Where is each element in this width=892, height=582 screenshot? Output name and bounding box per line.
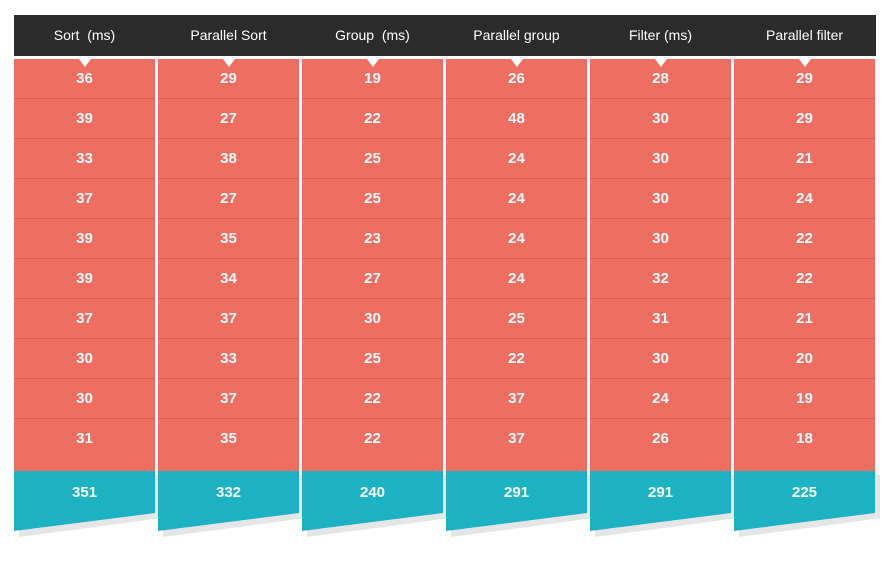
table-cell: 22 [302, 99, 443, 139]
column-body-parallel-filter: 29 29 21 24 22 22 21 20 19 18 [734, 59, 875, 471]
table-cell: 24 [446, 139, 587, 179]
table-cell: 38 [158, 139, 299, 179]
table-cell: 21 [734, 299, 875, 339]
table-cell: 48 [446, 99, 587, 139]
table-cell: 30 [590, 139, 731, 179]
table-cell: 27 [158, 99, 299, 139]
column-sort: Sort (ms) 36 39 33 37 39 39 37 30 30 31 351 [14, 15, 160, 537]
table-cell: 18 [796, 430, 813, 447]
table-cell: 37 [446, 379, 587, 419]
column-group: Group (ms) 19 22 25 25 23 27 30 25 22 22 240 [302, 15, 448, 537]
table-cell: 37 [158, 379, 299, 419]
column-filter: Filter (ms) 28 30 30 30 30 32 31 30 24 26 291 [590, 15, 736, 537]
column-body-group: 19 22 25 25 23 27 30 25 22 22 [302, 59, 443, 471]
table-cell: 31 [590, 299, 731, 339]
table-cell: 19 [302, 59, 443, 99]
table-cell: 30 [590, 179, 731, 219]
column-header-group: Group (ms) [335, 27, 410, 43]
table-cell: 25 [446, 299, 587, 339]
column-header-sort: Sort (ms) [53, 27, 116, 43]
table-cell: 19 [734, 379, 875, 419]
table-cell: 30 [14, 379, 155, 419]
table-cell: 35 [158, 219, 299, 259]
table-cell: 27 [158, 179, 299, 219]
table-cell: 39 [14, 259, 155, 299]
table-cell: 29 [734, 99, 875, 139]
table-cell: 22 [446, 339, 587, 379]
table-cell: 22 [302, 379, 443, 419]
total-ribbon-sort: 351 [14, 471, 160, 541]
table-cell: 22 [734, 219, 875, 259]
table-cell: 20 [734, 339, 875, 379]
caret-down-icon [510, 59, 523, 67]
column-total-group: 240 [302, 471, 443, 531]
table-cell: 30 [14, 339, 155, 379]
table-cell: 34 [158, 259, 299, 299]
column-header-parallel-filter: Parallel filter [765, 27, 844, 43]
table-cell: 26 [446, 59, 587, 99]
column-parallel-filter: Parallel filter 29 29 21 24 22 22 21 20 19 18 225 [734, 15, 880, 537]
table-cell: 25 [302, 339, 443, 379]
table-cell: 37 [14, 299, 155, 339]
column-body-sort: 36 39 33 37 39 39 37 30 30 31 [14, 59, 155, 471]
table-cell: 25 [302, 179, 443, 219]
column-header-parallel-sort: Parallel Sort [190, 27, 267, 43]
table-cell: 23 [302, 219, 443, 259]
table-cell: 29 [158, 59, 299, 99]
total-ribbon-parallel-filter: 225 [734, 471, 880, 541]
table-cell: 26 [652, 430, 669, 447]
column-parallel-sort: Parallel Sort 29 27 38 27 35 34 37 33 37 35 332 [158, 15, 304, 537]
table-header-bar [14, 15, 876, 56]
column-header-parallel-group: Parallel group [473, 27, 560, 43]
table-cell: 22 [734, 259, 875, 299]
table-cell: 31 [76, 430, 93, 447]
table-cell: 39 [14, 99, 155, 139]
table-cell: 33 [158, 339, 299, 379]
table-cell: 30 [590, 339, 731, 379]
caret-down-icon [366, 59, 379, 67]
column-body-parallel-group: 26 48 24 24 24 24 25 22 37 37 [446, 59, 587, 471]
table-cell: 37 [158, 299, 299, 339]
table-cell: 32 [590, 259, 731, 299]
table-cell: 29 [734, 59, 875, 99]
total-ribbon-group: 240 [302, 471, 448, 541]
total-ribbon-parallel-sort: 332 [158, 471, 304, 541]
table-cell: 35 [220, 430, 237, 447]
table-cell: 30 [590, 99, 731, 139]
caret-down-icon [798, 59, 811, 67]
table-cell: 22 [364, 430, 381, 447]
table-cell: 30 [302, 299, 443, 339]
column-total-filter: 291 [590, 471, 731, 531]
column-body-parallel-sort: 29 27 38 27 35 34 37 33 37 35 [158, 59, 299, 471]
table-cell: 33 [14, 139, 155, 179]
column-total-parallel-filter: 225 [734, 471, 875, 531]
total-ribbon-parallel-group: 291 [446, 471, 592, 541]
caret-down-icon [222, 59, 235, 67]
table-cell: 37 [508, 430, 525, 447]
column-header-filter: Filter (ms) [629, 27, 692, 43]
column-total-parallel-group: 291 [446, 471, 587, 531]
table-cell: 25 [302, 139, 443, 179]
total-ribbon-filter: 291 [590, 471, 736, 541]
table-cell: 28 [590, 59, 731, 99]
table-cell: 24 [590, 379, 731, 419]
table-cell: 27 [302, 259, 443, 299]
column-total-sort: 351 [14, 471, 155, 531]
table-cell: 24 [446, 179, 587, 219]
table-cell: 39 [14, 219, 155, 259]
table-cell: 24 [446, 219, 587, 259]
table-cell: 30 [590, 219, 731, 259]
caret-down-icon [654, 59, 667, 67]
table-cell: 24 [446, 259, 587, 299]
column-total-parallel-sort: 332 [158, 471, 299, 531]
table-cell: 21 [734, 139, 875, 179]
table-cell: 37 [14, 179, 155, 219]
table-cell: 36 [14, 59, 155, 99]
column-body-filter: 28 30 30 30 30 32 31 30 24 26 [590, 59, 731, 471]
column-parallel-group: Parallel group 26 48 24 24 24 24 25 22 37 37 291 [446, 15, 592, 537]
table-cell: 24 [734, 179, 875, 219]
caret-down-icon [78, 59, 91, 67]
